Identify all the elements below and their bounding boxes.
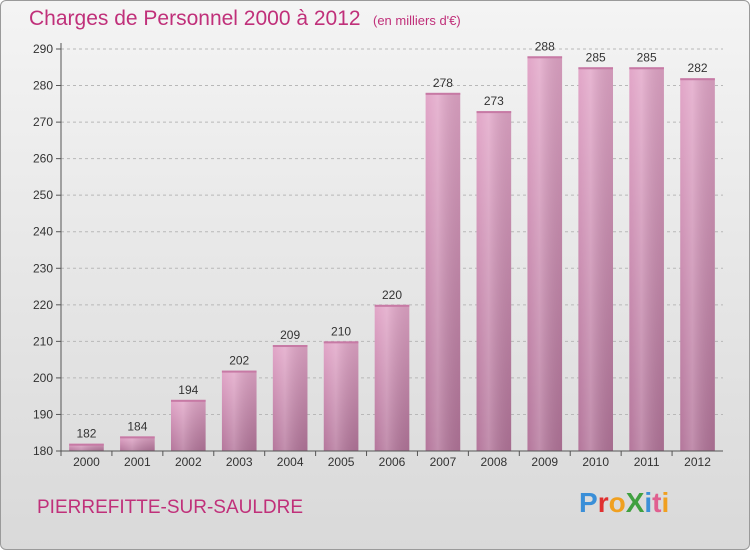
bar-top-2011 <box>629 67 664 70</box>
bar-top-2009 <box>527 56 563 59</box>
data-label: 273 <box>484 94 504 108</box>
bar-top-2008 <box>476 111 512 114</box>
y-tick-label: 180 <box>33 444 53 458</box>
bar-shade-2011 <box>629 67 664 451</box>
x-tick-label: 2001 <box>124 455 151 469</box>
y-tick-label: 260 <box>33 152 53 166</box>
y-tick-label: 190 <box>33 407 53 421</box>
place-name: PIERREFITTE-SUR-SAULDRE <box>37 497 304 518</box>
data-label: 194 <box>178 383 198 397</box>
y-tick-label: 210 <box>33 334 53 348</box>
bar-shade-2003 <box>221 370 257 451</box>
bar-shade-2008 <box>476 111 512 452</box>
data-label: 209 <box>280 328 300 342</box>
data-label: 282 <box>688 61 708 75</box>
x-tick-label: 2005 <box>328 455 355 469</box>
bar-shade-2007 <box>425 92 461 451</box>
chart-subtitle: (en milliers d'€) <box>373 13 461 28</box>
x-tick-label: 2006 <box>379 455 406 469</box>
data-label: 285 <box>586 50 606 64</box>
data-label: 182 <box>76 427 96 441</box>
bar-shade-2000 <box>69 443 104 451</box>
data-label: 278 <box>433 76 453 90</box>
bar-top-2003 <box>221 370 257 373</box>
x-tick-label: 2002 <box>175 455 202 469</box>
bar-top-2004 <box>272 345 308 348</box>
x-tick-label: 2004 <box>277 455 304 469</box>
bar-shade-2002 <box>170 399 206 451</box>
y-tick-label: 200 <box>33 371 53 385</box>
y-tick-label: 230 <box>33 261 53 275</box>
bar-top-2012 <box>680 78 715 81</box>
y-tick-label: 220 <box>33 298 53 312</box>
y-tick-label: 280 <box>33 79 53 93</box>
data-label: 285 <box>637 50 657 64</box>
x-tick-label: 2010 <box>582 455 609 469</box>
bars: 182 184 194 202 209 210 220 278 273 288 285 285 282 <box>69 39 715 452</box>
data-label: 202 <box>229 354 249 368</box>
bar-shade-2004 <box>272 345 308 451</box>
y-tick-label: 290 <box>33 42 53 56</box>
x-tick-label: 2011 <box>634 455 660 469</box>
bar-top-2005 <box>323 341 359 344</box>
x-tick-label: 2012 <box>684 455 711 469</box>
x-tick-label: 2003 <box>226 455 253 469</box>
data-label: 184 <box>127 419 147 433</box>
x-tick-label: 2007 <box>430 455 457 469</box>
bar-top-2000 <box>69 443 104 446</box>
x-tick-label: 2008 <box>480 455 507 469</box>
bar-top-2002 <box>170 399 206 402</box>
bar-top-2001 <box>120 436 155 439</box>
bar-top-2006 <box>374 304 410 307</box>
x-tick-label: 2009 <box>531 455 558 469</box>
bar-top-2007 <box>425 92 461 95</box>
data-label: 210 <box>331 324 351 338</box>
bar-top-2010 <box>578 67 614 70</box>
y-tick-label: 270 <box>33 115 53 129</box>
bar-shade-2005 <box>323 341 359 451</box>
data-label: 220 <box>382 288 402 302</box>
chart-title: Charges de Personnel 2000 à 2012 <box>29 7 361 30</box>
bar-shade-2006 <box>374 304 410 451</box>
bar-shade-2009 <box>527 56 563 452</box>
data-label: 288 <box>535 39 555 53</box>
x-tick-label: 2000 <box>73 455 100 469</box>
y-tick-label: 250 <box>33 188 53 202</box>
axes: 180 190 200 210 220 230 240 250 260 270 280 290 2000… <box>33 42 723 469</box>
y-tick-label: 240 <box>33 225 53 239</box>
proxiti-logo: ProXiti <box>579 487 670 518</box>
bar-shade-2012 <box>680 78 715 452</box>
bar-shade-2001 <box>120 436 155 451</box>
bar-shade-2010 <box>578 67 614 451</box>
